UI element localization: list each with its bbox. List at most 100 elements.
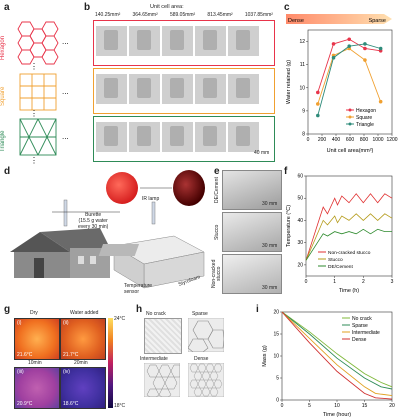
photo-de-cement: [222, 170, 282, 210]
series-line-de-cement: [305, 228, 392, 261]
scale-e2: 30 mm: [262, 243, 278, 249]
label-de-cement: DE/Cement: [214, 177, 220, 203]
panel-i-label: i: [256, 304, 259, 315]
x-tick-label: 15: [362, 403, 368, 409]
panel-a-label: a: [4, 2, 10, 13]
legend-marker: [348, 122, 352, 126]
y-tick-label: 50: [297, 196, 303, 202]
thermal-ii: (ii) 21.7°C: [60, 318, 106, 360]
y-tick-label: 12: [299, 39, 305, 45]
g-col-water: Water added: [70, 310, 99, 316]
data-point: [347, 44, 352, 48]
y-tick-label: 9: [302, 108, 305, 114]
y-tick-label: 8: [302, 132, 305, 138]
legend-label: No crack: [352, 316, 372, 322]
chart-c: 0 200 400 600 800 1000 1200 8 9 10 11 12 Dense Sparse…: [286, 14, 398, 154]
data-point: [331, 55, 336, 60]
panel-d-setup: [10, 170, 205, 289]
x-tick-label: 1: [333, 279, 336, 285]
data-point: [363, 46, 367, 51]
legend-label: Hexagon: [356, 108, 376, 114]
g-time-10: 10min: [28, 360, 42, 366]
y-axis-label: Water retained (g): [286, 60, 292, 104]
svg-text:⋮: ⋮: [30, 62, 38, 71]
x-tick-label: 800: [360, 137, 369, 143]
x-axis-label: Unit cell area(mm²): [327, 148, 374, 154]
y-tick-label: 15: [273, 332, 279, 338]
h-dense-label: Dense: [194, 356, 209, 362]
series-line-triangle: [317, 43, 381, 116]
x-tick-label: 0: [281, 403, 284, 409]
x-tick-label: 1200: [386, 137, 397, 143]
data-point: [316, 90, 320, 95]
scale-bar-b: 40 mm: [254, 150, 270, 156]
label-triangle: Triangle: [0, 130, 6, 152]
y-tick-label: 0: [276, 398, 279, 404]
thermal-iv: (iv) 18.6°C: [60, 367, 106, 409]
h-intermediate-label: Intermediate: [140, 356, 168, 362]
x-tick-label: 600: [346, 137, 355, 143]
h-img-no-crack: [144, 318, 182, 354]
thermal-colorbar: [108, 318, 113, 408]
unit-cell-areas: 140.25mm² 364.65mm² 589.05mm² 813.45mm² 1037…: [95, 12, 273, 18]
y-tick-label: 30: [297, 240, 303, 246]
thermal-i: (i) 21.6°C: [14, 318, 60, 360]
x-tick-label: 400: [332, 137, 341, 143]
y-tick-label: 5: [276, 376, 279, 382]
data-point: [316, 113, 320, 118]
legend-marker: [348, 108, 352, 112]
x-tick-label: 10: [334, 403, 340, 409]
panel-c-label: c: [284, 2, 290, 13]
ir-glow: [106, 172, 138, 204]
x-tick-label: 20: [389, 403, 395, 409]
y-tick-label: 40: [297, 218, 303, 224]
legend-marker: [348, 115, 352, 119]
data-point: [378, 99, 383, 104]
x-tick-label: 3: [391, 279, 394, 285]
x-axis-label: Time (h): [339, 288, 359, 294]
data-point: [363, 58, 367, 62]
scale-e3: 30 mm: [262, 285, 278, 291]
sparse-label: Sparse: [369, 18, 386, 24]
burette-icon: [52, 199, 156, 227]
ir-lamp-label: IR lamp: [142, 196, 160, 202]
label-square: Square: [0, 86, 6, 106]
thermal-iii: (iii) 20.9°C: [14, 367, 60, 409]
house-icon: [10, 228, 110, 278]
plot-frame: [305, 175, 393, 277]
data-point: [363, 42, 367, 46]
panel-f-label: f: [284, 166, 288, 177]
legend-label: Non-cracked stucco: [328, 250, 371, 256]
series-line-intermediate: [281, 311, 393, 397]
series-line-no-crack: [281, 311, 393, 388]
legend-label: Sparse: [352, 323, 368, 329]
triangle-lattice: [19, 118, 57, 156]
y-tick-label: 10: [273, 354, 279, 360]
colorbar-min: 18°C: [114, 403, 126, 409]
h-no-crack-label: No crack: [146, 311, 166, 317]
data-point: [378, 46, 383, 51]
label-hexagon: Hexagon: [0, 35, 6, 61]
panel-a-lattices: ... ... ... ⋮ ⋮ ⋮: [17, 21, 69, 164]
series-line-dense: [281, 311, 393, 400]
y-axis-label: Mass (g): [262, 345, 268, 367]
photo-non-cracked: [222, 254, 282, 294]
hexagon-lattice: [17, 21, 59, 65]
legend-label: Dense: [352, 337, 367, 343]
dense-sparse-arrow: [286, 14, 392, 24]
temp-sensor-label: Temperature sensor: [124, 283, 153, 295]
legend-label: Stucco: [328, 257, 343, 263]
data-point: [316, 102, 320, 106]
data-point: [347, 37, 352, 42]
legend-label: DE/Cement: [328, 264, 353, 270]
label-non-cracked: Non-cracked stucco: [211, 259, 222, 289]
styrofoam-box: [98, 235, 205, 289]
chart-i: 0 5 10 15 20 0 5 10 15 20 Time (hour) Mass (g) No cr…: [262, 310, 395, 419]
svg-text:⋮: ⋮: [30, 109, 38, 118]
h-img-sparse: [188, 318, 224, 352]
g-time-20: 20min: [74, 360, 88, 366]
h-sparse-label: Sparse: [192, 311, 208, 317]
g-col-dry: Dry: [30, 310, 38, 316]
panel-d-label: d: [4, 166, 11, 177]
h-img-intermediate: [144, 363, 180, 397]
